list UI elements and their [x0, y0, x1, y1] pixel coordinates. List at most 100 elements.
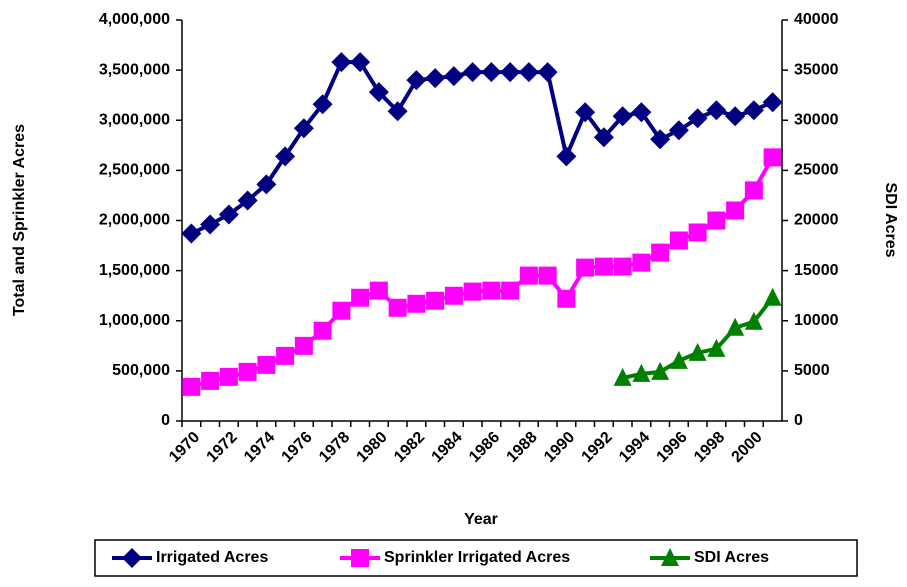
- data-point: [763, 148, 782, 167]
- data-point: [388, 298, 407, 317]
- data-point: [687, 108, 708, 129]
- data-point: [612, 106, 633, 127]
- data-point: [651, 361, 670, 380]
- data-point: [481, 62, 502, 83]
- x-tick-label: 1998: [691, 429, 728, 466]
- data-point: [501, 281, 520, 300]
- y2-tick-label: 0: [794, 412, 803, 429]
- data-point: [688, 223, 707, 242]
- y-tick-label: 4,000,000: [99, 11, 170, 28]
- data-point: [594, 257, 613, 276]
- data-point: [444, 286, 463, 305]
- data-point: [238, 362, 257, 381]
- x-tick-label: 2000: [728, 429, 765, 466]
- x-tick-label: 1976: [278, 429, 315, 466]
- y2-tick-label: 35000: [794, 61, 839, 78]
- data-point: [557, 289, 576, 308]
- data-point: [632, 363, 651, 382]
- x-tick-label: 1992: [578, 429, 615, 466]
- data-point: [706, 100, 727, 121]
- x-tick-label: 1978: [316, 429, 353, 466]
- data-point: [688, 342, 707, 361]
- data-point: [313, 321, 332, 340]
- x-tick-label: 1994: [616, 429, 653, 466]
- y2-tick-label: 30000: [794, 111, 839, 128]
- data-point: [219, 367, 238, 386]
- data-point: [668, 120, 689, 141]
- y2-tick-label: 20000: [794, 212, 839, 229]
- data-point: [275, 146, 296, 167]
- data-point: [182, 377, 201, 396]
- y-tick-label: 3,000,000: [99, 111, 170, 128]
- data-point: [519, 266, 538, 285]
- data-point: [651, 243, 670, 262]
- data-point: [763, 287, 782, 306]
- data-point: [725, 106, 746, 127]
- data-point: [593, 127, 614, 148]
- y-axis-title: Total and Sprinkler Acres: [11, 124, 28, 316]
- data-point: [743, 100, 764, 121]
- y-tick-label: 1,000,000: [99, 312, 170, 329]
- x-tick-label: 1986: [466, 429, 503, 466]
- data-point: [462, 62, 483, 83]
- data-point: [613, 257, 632, 276]
- x-tick-label: 1984: [428, 429, 465, 466]
- data-point: [406, 70, 427, 91]
- data-point: [500, 62, 521, 83]
- data-point: [537, 62, 558, 83]
- x-tick-label: 1988: [503, 429, 540, 466]
- data-point: [669, 350, 688, 369]
- data-point: [350, 52, 371, 73]
- data-point: [538, 266, 557, 285]
- data-point: [443, 66, 464, 87]
- y-tick-label: 0: [161, 412, 170, 429]
- x-tick-label: 1972: [203, 429, 240, 466]
- data-point: [351, 288, 370, 307]
- data-point: [257, 355, 276, 374]
- x-tick-label: 1974: [241, 429, 278, 466]
- x-tick-label: 1980: [353, 429, 390, 466]
- data-point: [368, 82, 389, 103]
- data-point: [181, 223, 202, 244]
- data-point: [518, 62, 539, 83]
- series-line: [622, 296, 775, 380]
- data-point: [425, 68, 446, 89]
- data-point: [256, 174, 277, 195]
- y2-tick-label: 5000: [794, 362, 830, 379]
- data-point: [744, 181, 763, 200]
- data-point: [632, 253, 651, 272]
- data-point: [293, 118, 314, 139]
- legend-label: SDI Acres: [694, 549, 769, 566]
- y-tick-label: 2,500,000: [99, 162, 170, 179]
- x-axis-title: Year: [464, 511, 498, 528]
- data-point: [669, 231, 688, 250]
- y2-tick-label: 10000: [794, 312, 839, 329]
- data-point: [556, 146, 577, 167]
- data-point: [200, 214, 221, 235]
- data-point: [312, 94, 333, 115]
- data-point: [707, 338, 726, 357]
- data-point: [276, 346, 295, 365]
- data-point: [707, 211, 726, 230]
- x-tick-label: 1982: [391, 429, 428, 466]
- legend-box: [94, 539, 858, 577]
- data-point: [332, 301, 351, 320]
- data-point: [331, 52, 352, 73]
- data-point: [631, 102, 652, 123]
- data-point: [237, 190, 258, 211]
- data-point: [762, 92, 783, 113]
- y2-tick-label: 40000: [794, 11, 839, 28]
- legend-label: Irrigated Acres: [156, 549, 268, 566]
- data-point: [482, 281, 501, 300]
- data-point: [218, 204, 239, 225]
- y2-tick-label: 25000: [794, 162, 839, 179]
- data-point: [613, 367, 632, 386]
- y2-tick-label: 15000: [794, 262, 839, 279]
- y2-axis-title: SDI Acres: [882, 183, 899, 258]
- data-point: [744, 311, 763, 330]
- data-point: [726, 201, 745, 220]
- data-point: [650, 129, 671, 150]
- data-point: [387, 101, 408, 122]
- legend-marker: [661, 548, 679, 566]
